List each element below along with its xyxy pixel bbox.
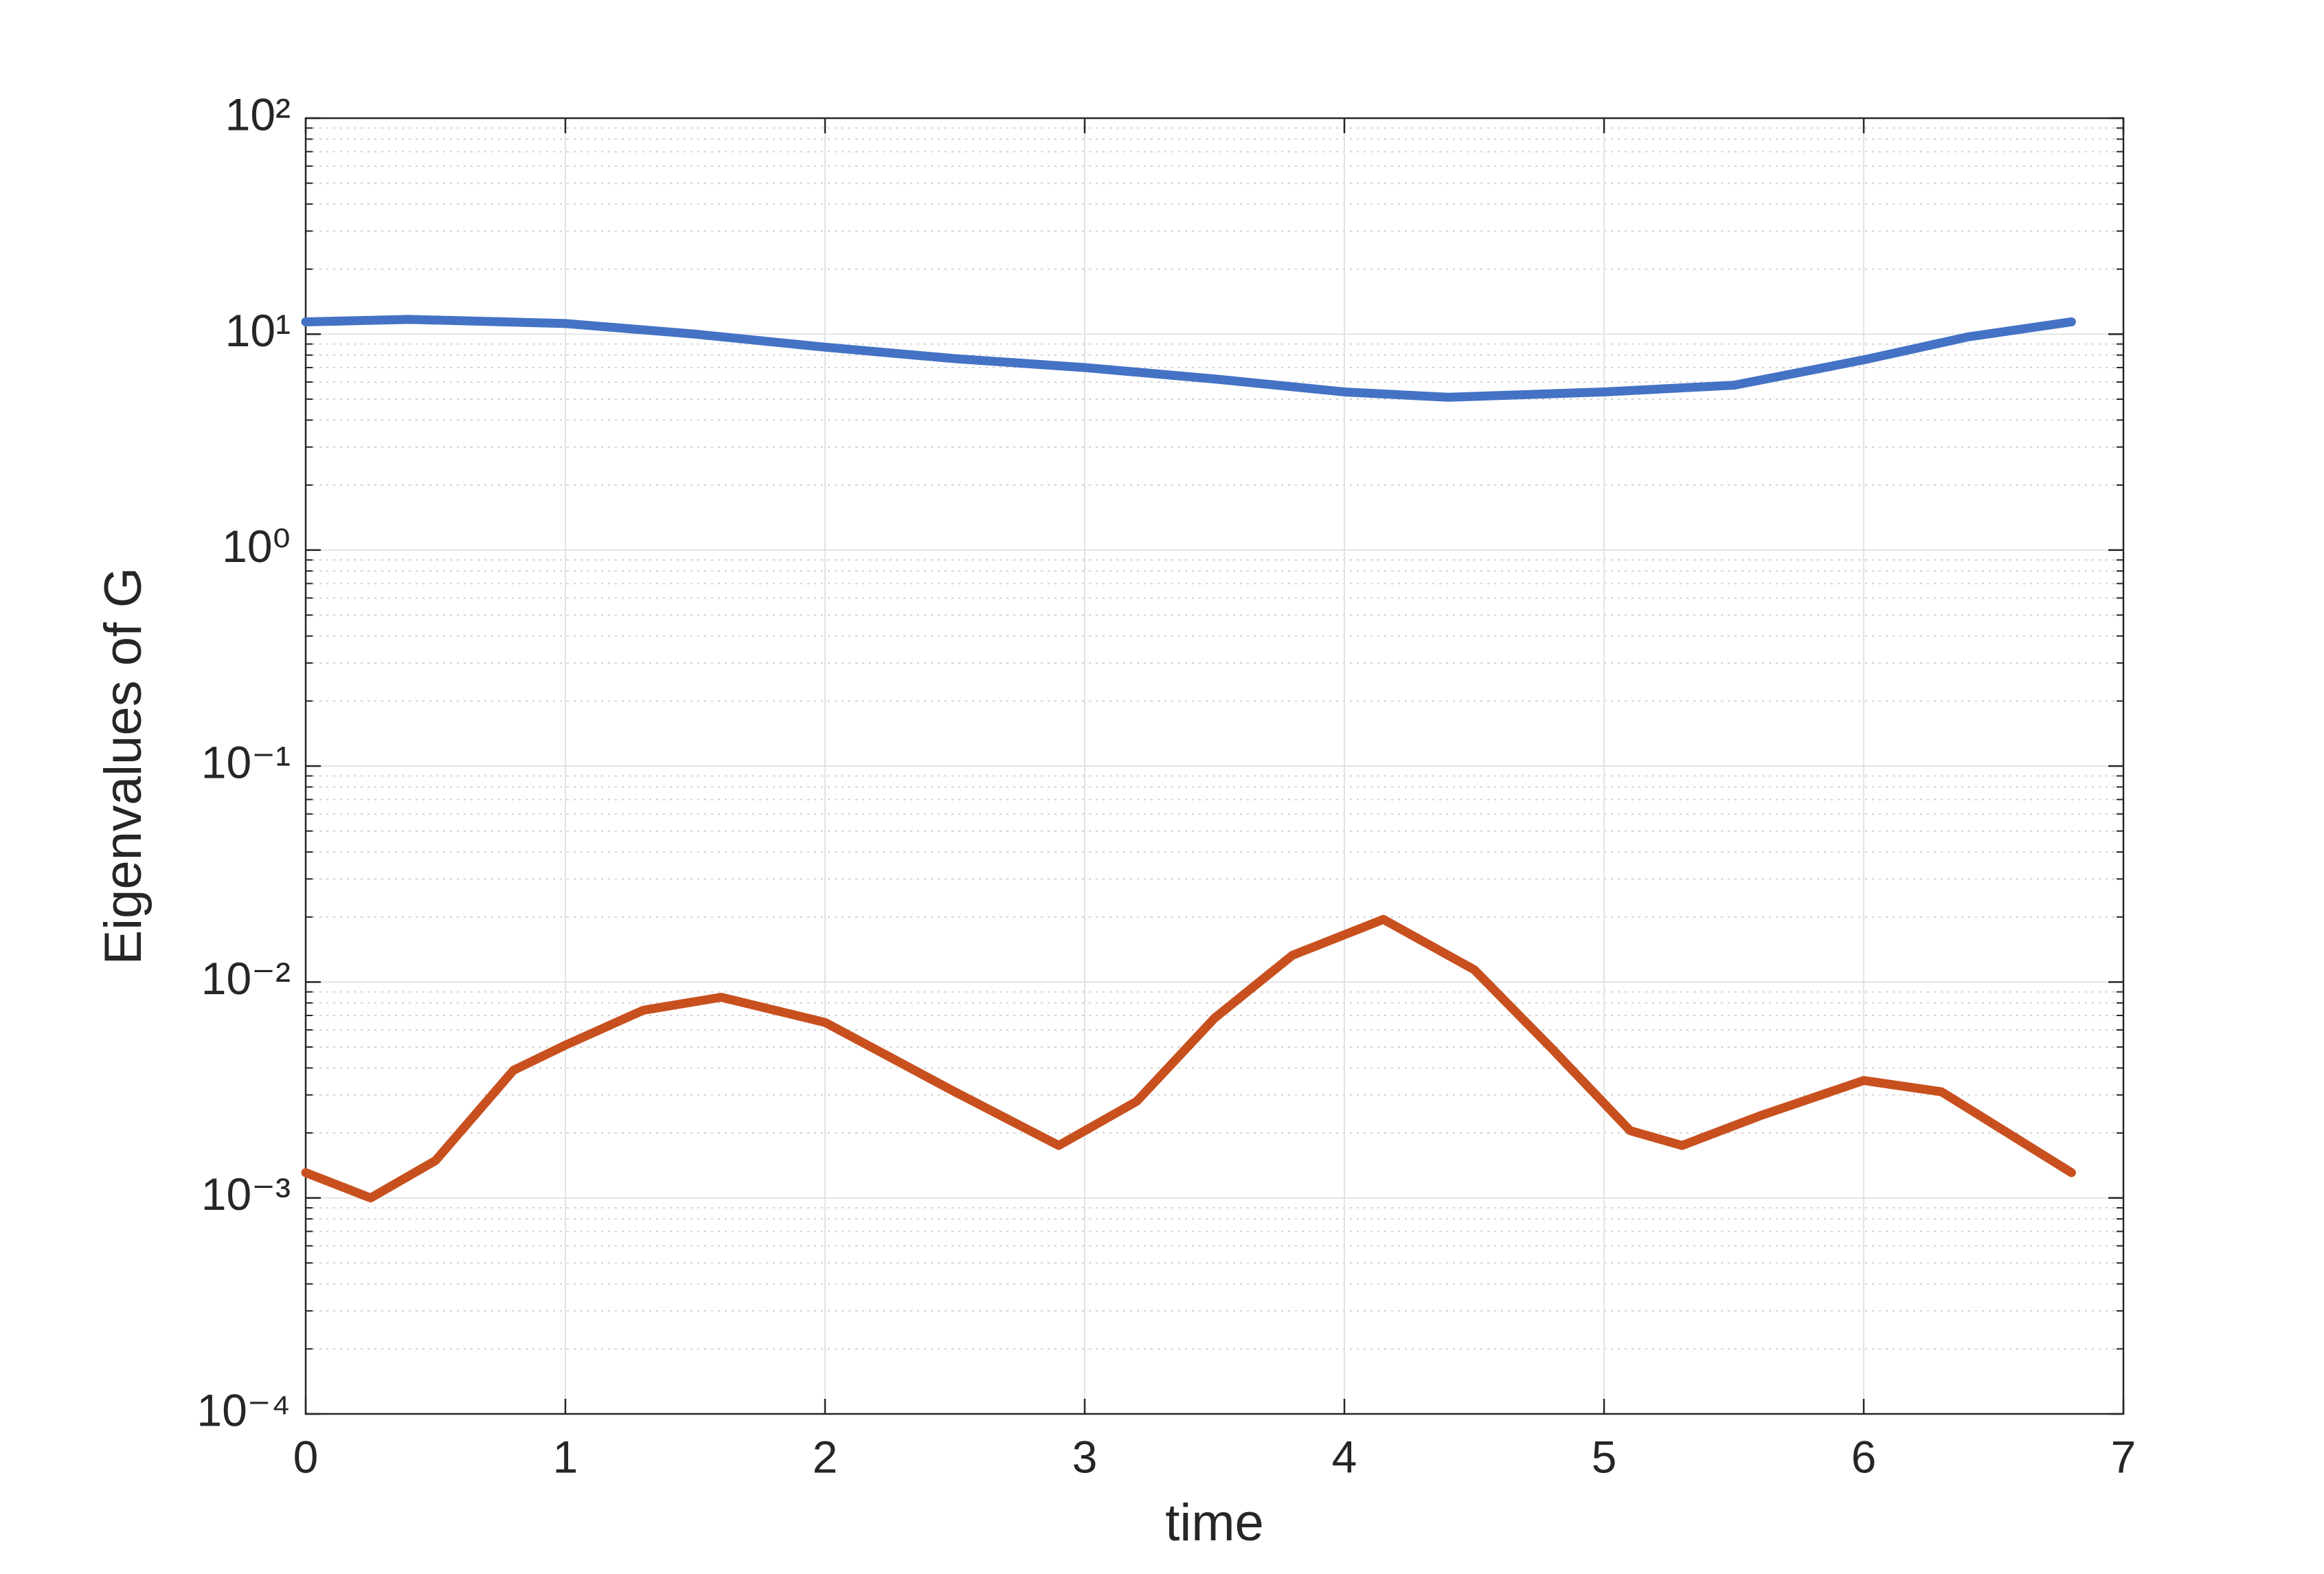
y-tick-label: 10⁻⁴ — [196, 1384, 291, 1435]
y-axis-label: Eigenvalues of G — [94, 567, 153, 965]
x-tick-label: 0 — [293, 1431, 319, 1482]
x-axis-label: time — [1165, 1494, 1264, 1552]
y-tick-label: 10⁰ — [222, 521, 291, 572]
y-tick-label: 10² — [225, 89, 291, 139]
y-tick-label: 10⁻³ — [201, 1169, 291, 1219]
x-tick-label: 3 — [1072, 1431, 1098, 1482]
x-tick-label: 4 — [1332, 1431, 1357, 1482]
data-line — [301, 914, 2076, 1203]
x-tick-label: 7 — [2111, 1431, 2136, 1482]
y-tick-label: 10⁻¹ — [201, 737, 291, 787]
y-tick-label: 10⁻² — [201, 953, 291, 1004]
x-tick-label: 2 — [813, 1431, 838, 1482]
x-tick-label: 5 — [1592, 1431, 1617, 1482]
data-line — [301, 315, 2076, 402]
plot-frame — [304, 117, 2125, 1415]
y-tick-label: 10¹ — [225, 305, 291, 356]
x-tick-label: 1 — [553, 1431, 578, 1482]
x-tick-label: 6 — [1851, 1431, 1877, 1482]
